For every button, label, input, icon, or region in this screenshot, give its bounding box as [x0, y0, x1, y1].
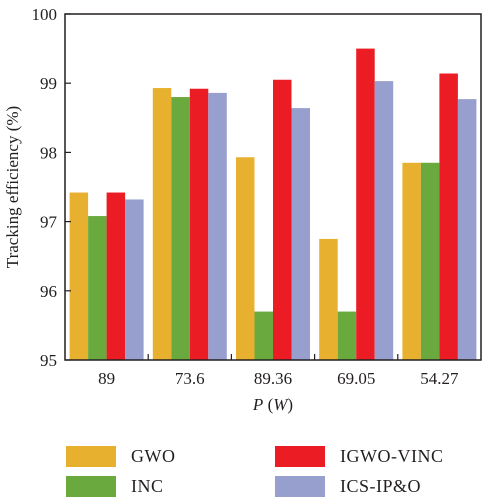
x-tick-label: 73.6: [175, 369, 205, 388]
legend-label-gwo: GWO: [131, 446, 176, 466]
legend-label-igwo-vinc: IGWO-VINC: [340, 446, 444, 466]
x-tick-label: 69.05: [337, 369, 375, 388]
y-tick-label: 96: [40, 282, 57, 301]
bar-ics-ip-o-89: [125, 199, 144, 360]
bar-igwo-vinc-89: [106, 192, 126, 360]
legend-label-inc: INC: [131, 476, 164, 496]
y-tick-label: 95: [40, 351, 57, 370]
bar-gwo-69_05: [319, 238, 338, 360]
y-tick-label: 99: [40, 74, 57, 93]
bar-gwo-89_36: [236, 157, 255, 360]
legend-swatch-inc: [66, 476, 116, 497]
legend-swatch-gwo: [66, 446, 116, 467]
legend-swatch-igwo-vinc: [275, 446, 325, 467]
bar-igwo-vinc-73_6: [189, 88, 209, 361]
bar-ics-ip-o-89_36: [291, 108, 310, 360]
x-axis-label-open: (: [268, 395, 274, 414]
bar-igwo-vinc-54_27: [439, 73, 458, 360]
x-axis-label-var: P: [252, 395, 263, 414]
x-tick-label: 89.36: [254, 369, 292, 388]
bar-inc-89_36: [254, 311, 273, 360]
x-tick-label: 89: [98, 369, 115, 388]
bar-gwo-54_27: [402, 162, 421, 360]
legend-item-igwo-vinc: IGWO-VINC: [275, 446, 443, 467]
legend-item-ics-ipo: ICS-IP&O: [275, 476, 421, 497]
legend-item-inc: INC: [66, 476, 164, 497]
x-axis-label: P (W): [252, 395, 293, 414]
x-tick-label: 54.27: [420, 369, 459, 388]
x-axis-label-close: ): [287, 395, 293, 414]
bar-ics-ip-o-73_6: [208, 92, 227, 360]
bar-inc-69_05: [337, 311, 357, 360]
bar-inc-73_6: [171, 97, 190, 360]
y-tick-label: 97: [40, 213, 58, 232]
plot-frame: [64, 13, 482, 361]
bar-inc-54_27: [420, 162, 440, 360]
bar-ics-ip-o-54_27: [457, 99, 477, 361]
y-tick-label: 100: [32, 5, 58, 24]
x-axis-label-unit-letter: W: [273, 395, 289, 414]
bar-igwo-vinc-69_05: [356, 48, 375, 360]
legend: GWO INC IGWO-VINC ICS-IP&O: [0, 430, 497, 500]
bar-gwo-73_6: [152, 88, 172, 360]
y-tick-label: 98: [40, 143, 57, 162]
bar-chart: 95 96 97 98 99 100 89 73.6 89.36 69.05 54.27 Track…: [3, 5, 482, 414]
bar-inc-89: [88, 216, 107, 360]
bar-igwo-vinc-89_36: [273, 79, 292, 361]
legend-item-gwo: GWO: [66, 446, 176, 467]
bar-gwo-89: [69, 192, 89, 360]
legend-swatch-ics-ipo: [275, 476, 325, 497]
legend-label-ics-ipo: ICS-IP&O: [340, 476, 422, 496]
y-axis-label: Tracking efficiency (%): [3, 106, 22, 268]
bar-ics-ip-o-69_05: [374, 81, 394, 361]
